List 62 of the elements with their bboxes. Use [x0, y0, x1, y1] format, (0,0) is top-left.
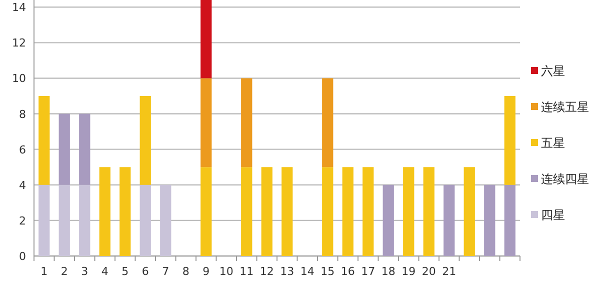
x-tick-label: 17 [361, 265, 376, 278]
x-tick-label: 9 [202, 265, 210, 278]
x-tick-label: 20 [422, 265, 436, 278]
bar [444, 184, 455, 256]
y-tick-label: 6 [19, 143, 26, 156]
bar [241, 167, 252, 256]
bar [382, 184, 394, 256]
bar [58, 114, 70, 185]
y-tick-label: 10 [12, 72, 26, 86]
bar [99, 167, 110, 256]
y-tick-label: 0 [19, 250, 26, 263]
bar [200, 167, 212, 256]
bar [282, 167, 293, 256]
bar [160, 184, 172, 256]
bar [423, 167, 434, 256]
x-tick-label: 12 [260, 265, 274, 278]
x-tick-label: 21 [442, 265, 456, 278]
bar [403, 167, 414, 256]
x-tick-label: 18 [381, 265, 396, 278]
bar [362, 167, 374, 256]
x-tick-label: 8 [182, 265, 190, 278]
x-tick-label: 1 [40, 265, 48, 278]
bar [140, 184, 151, 256]
x-tick-label: 4 [101, 265, 108, 278]
bar [484, 184, 496, 256]
y-tick-label: 2 [19, 214, 26, 228]
bar [504, 96, 516, 185]
x-tick-label: 16 [340, 265, 355, 278]
bar [322, 78, 334, 168]
x-tick-label: 10 [219, 265, 234, 278]
x-tick-label: 2 [60, 265, 68, 278]
legend-label: 五星 [541, 136, 565, 150]
x-tick-label: 14 [300, 265, 314, 278]
bar [241, 78, 252, 168]
legend-label: 连续四星 [541, 172, 589, 186]
legend-label: 六星 [541, 64, 565, 78]
y-tick-label: 4 [19, 178, 26, 192]
bar [322, 167, 334, 256]
x-tick-label: 11 [240, 265, 254, 278]
y-tick-label: 14 [12, 1, 26, 14]
x-tick-label: 5 [122, 265, 129, 278]
x-tick-label: 15 [320, 265, 335, 278]
legend-label: 四星 [541, 208, 565, 222]
bar [261, 167, 272, 256]
bar [38, 184, 50, 256]
bar [504, 184, 516, 256]
y-tick-label: 8 [19, 108, 26, 121]
bar [120, 167, 131, 256]
x-tick-label: 3 [81, 265, 88, 278]
bar [342, 167, 354, 256]
x-tick-label: 19 [402, 265, 416, 278]
bar [140, 96, 151, 185]
bar [38, 96, 50, 185]
bar [79, 184, 90, 256]
bar [58, 184, 70, 256]
y-tick-label: 12 [12, 36, 26, 50]
x-tick-label: 13 [280, 265, 294, 278]
bar [79, 114, 90, 185]
x-tick-label: 6 [142, 265, 149, 278]
legend-label: 连续五星 [541, 100, 589, 114]
bar [464, 167, 475, 256]
x-tick-label: 7 [162, 265, 170, 278]
